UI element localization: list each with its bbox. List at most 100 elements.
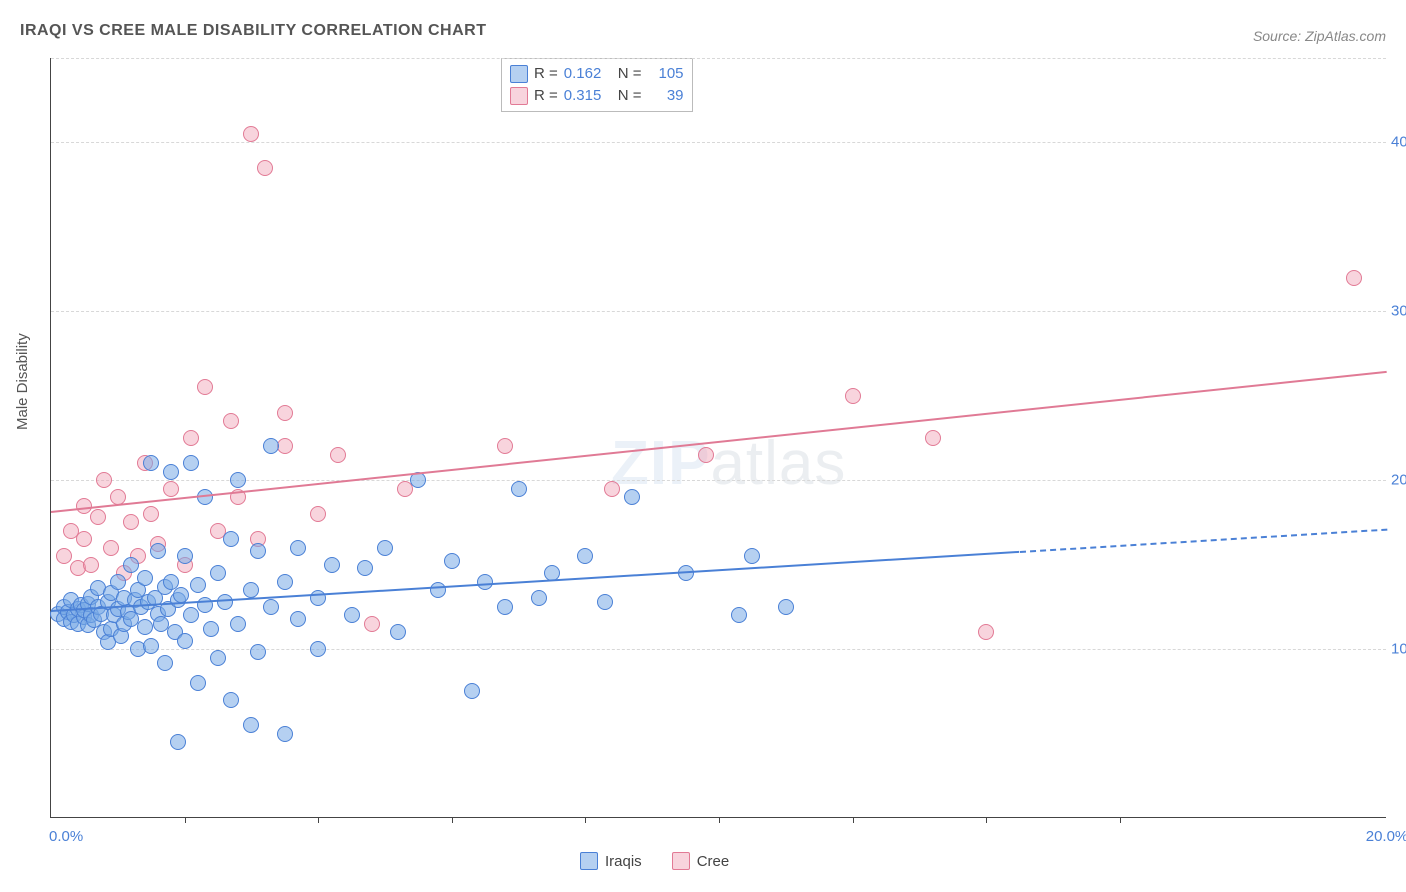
point-iraqis <box>250 543 266 559</box>
point-iraqis <box>230 472 246 488</box>
x-tick-mark <box>986 817 987 823</box>
point-cree <box>257 160 273 176</box>
trend-line <box>1020 529 1388 553</box>
n-value-cree: 39 <box>648 85 684 107</box>
point-iraqis <box>511 481 527 497</box>
point-iraqis <box>624 489 640 505</box>
point-iraqis <box>230 616 246 632</box>
legend-label-iraqis: Iraqis <box>605 853 642 870</box>
r-value-iraqis: 0.162 <box>564 63 612 85</box>
swatch-cree-icon <box>510 87 528 105</box>
point-iraqis <box>137 570 153 586</box>
point-cree <box>123 514 139 530</box>
point-cree <box>76 498 92 514</box>
point-cree <box>978 624 994 640</box>
point-iraqis <box>210 565 226 581</box>
point-iraqis <box>310 641 326 657</box>
point-iraqis <box>324 557 340 573</box>
point-cree <box>698 447 714 463</box>
stats-row-cree: R = 0.315 N = 39 <box>510 85 684 107</box>
point-iraqis <box>203 621 219 637</box>
x-tick-mark <box>719 817 720 823</box>
source-attribution: Source: ZipAtlas.com <box>1253 28 1386 44</box>
point-cree <box>243 126 259 142</box>
point-iraqis <box>183 607 199 623</box>
point-cree <box>183 430 199 446</box>
x-tick-mark <box>1120 817 1121 823</box>
point-cree <box>845 388 861 404</box>
point-cree <box>103 540 119 556</box>
swatch-iraqis-icon <box>510 65 528 83</box>
point-iraqis <box>223 531 239 547</box>
scatter-plot-area: ZIPatlas R = 0.162 N = 105 R = 0.315 N =… <box>50 58 1386 818</box>
point-cree <box>76 531 92 547</box>
point-cree <box>223 413 239 429</box>
point-iraqis <box>357 560 373 576</box>
gridline-h <box>51 480 1386 481</box>
point-iraqis <box>377 540 393 556</box>
point-cree <box>604 481 620 497</box>
point-cree <box>330 447 346 463</box>
point-cree <box>497 438 513 454</box>
r-label: R = <box>534 85 558 107</box>
point-iraqis <box>123 557 139 573</box>
point-iraqis <box>137 619 153 635</box>
point-iraqis <box>444 553 460 569</box>
watermark-bold: ZIP <box>611 429 710 498</box>
point-iraqis <box>170 734 186 750</box>
point-cree <box>143 506 159 522</box>
point-iraqis <box>290 540 306 556</box>
point-cree <box>83 557 99 573</box>
n-label: N = <box>618 63 642 85</box>
point-iraqis <box>531 590 547 606</box>
point-iraqis <box>183 455 199 471</box>
point-iraqis <box>250 644 266 660</box>
x-tick-mark <box>452 817 453 823</box>
point-cree <box>56 548 72 564</box>
point-cree <box>310 506 326 522</box>
point-iraqis <box>731 607 747 623</box>
point-cree <box>96 472 112 488</box>
point-iraqis <box>290 611 306 627</box>
point-iraqis <box>190 577 206 593</box>
y-tick-label: 10.0% <box>1391 641 1406 658</box>
point-cree <box>197 379 213 395</box>
y-tick-label: 30.0% <box>1391 303 1406 320</box>
point-iraqis <box>778 599 794 615</box>
gridline-h <box>51 58 1386 59</box>
point-iraqis <box>344 607 360 623</box>
point-iraqis <box>597 594 613 610</box>
point-iraqis <box>190 675 206 691</box>
point-iraqis <box>143 638 159 654</box>
point-iraqis <box>163 464 179 480</box>
point-cree <box>1346 270 1362 286</box>
x-tick-mark <box>318 817 319 823</box>
point-cree <box>163 481 179 497</box>
y-axis-label: Male Disability <box>14 333 31 430</box>
legend-item-iraqis: Iraqis <box>580 852 642 870</box>
point-iraqis <box>263 599 279 615</box>
x-tick-label: 20.0% <box>1366 828 1406 845</box>
watermark: ZIPatlas <box>611 428 846 499</box>
x-tick-mark <box>585 817 586 823</box>
gridline-h <box>51 311 1386 312</box>
point-iraqis <box>157 655 173 671</box>
point-iraqis <box>177 548 193 564</box>
n-value-iraqis: 105 <box>648 63 684 85</box>
point-iraqis <box>223 692 239 708</box>
point-cree <box>277 405 293 421</box>
point-iraqis <box>390 624 406 640</box>
point-iraqis <box>143 455 159 471</box>
point-cree <box>364 616 380 632</box>
x-tick-mark <box>185 817 186 823</box>
point-iraqis <box>217 594 233 610</box>
r-value-cree: 0.315 <box>564 85 612 107</box>
swatch-cree-icon <box>672 852 690 870</box>
chart-title: IRAQI VS CREE MALE DISABILITY CORRELATIO… <box>20 22 486 40</box>
point-iraqis <box>577 548 593 564</box>
legend-item-cree: Cree <box>672 852 730 870</box>
point-iraqis <box>277 726 293 742</box>
point-iraqis <box>210 650 226 666</box>
point-cree <box>90 509 106 525</box>
x-tick-mark <box>853 817 854 823</box>
